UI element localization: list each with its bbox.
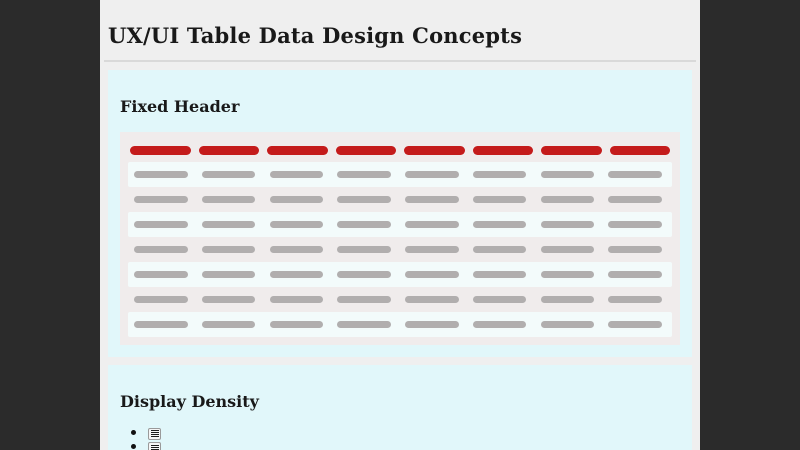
density-icon-line: [150, 430, 159, 431]
mock-table-row: [128, 312, 672, 337]
cell-bar: [201, 221, 256, 228]
cell-bar: [608, 171, 662, 178]
cell-bar: [540, 296, 595, 303]
cell-bar: [608, 246, 662, 253]
section-heading-display-density: Display Density: [120, 392, 259, 411]
density-icon-line: [150, 447, 159, 448]
title-divider: [104, 60, 696, 62]
cell-bar: [201, 296, 256, 303]
cell-bar: [269, 196, 324, 203]
cell-bar: [134, 171, 188, 178]
cell-bar: [134, 196, 188, 203]
density-option-item: [148, 427, 680, 440]
cell-bar: [269, 321, 324, 328]
cell-bar: [472, 246, 527, 253]
cell-bar: [540, 221, 595, 228]
cell-bar: [405, 171, 459, 178]
mock-table-row: [128, 262, 672, 287]
density-icon-line: [150, 432, 159, 433]
cell-bar: [540, 271, 595, 278]
cell-bar: [472, 171, 527, 178]
cell-bar: [608, 221, 662, 228]
density-option-item: [148, 441, 680, 450]
mock-header-row: [128, 140, 672, 160]
cell-bar: [269, 271, 324, 278]
header-cell-bar: [404, 145, 465, 155]
cell-bar: [337, 246, 391, 253]
section-heading-fixed-header: Fixed Header: [120, 97, 240, 116]
cell-bar: [337, 296, 391, 303]
header-cell-bar: [335, 145, 396, 155]
header-cell-bar: [541, 145, 602, 155]
cell-bar: [540, 246, 595, 253]
mock-table-row: [128, 287, 672, 312]
cell-bar: [201, 171, 256, 178]
cell-bar: [405, 321, 459, 328]
cell-bar: [201, 271, 256, 278]
cell-bar: [472, 271, 527, 278]
cell-bar: [472, 196, 527, 203]
mock-table-body: [128, 162, 672, 337]
cell-bar: [337, 221, 391, 228]
cell-bar: [134, 221, 188, 228]
cell-bar: [201, 196, 256, 203]
cell-bar: [134, 271, 188, 278]
cell-bar: [540, 321, 595, 328]
cell-bar: [540, 196, 595, 203]
cell-bar: [405, 196, 459, 203]
section-display-density: Display Density: [108, 365, 692, 450]
cell-bar: [608, 196, 662, 203]
cell-bar: [269, 296, 324, 303]
mock-table-row: [128, 162, 672, 187]
cell-bar: [608, 296, 662, 303]
cell-bar: [134, 321, 188, 328]
cell-bar: [472, 221, 527, 228]
mock-table-row: [128, 237, 672, 262]
page-title: UX/UI Table Data Design Concepts: [108, 23, 523, 48]
cell-bar: [472, 296, 527, 303]
mock-table-row: [128, 212, 672, 237]
mock-table-row: [128, 187, 672, 212]
cell-bar: [608, 321, 662, 328]
table-mockup: [120, 132, 680, 345]
cell-bar: [337, 171, 391, 178]
header-cell-bar: [198, 145, 259, 155]
cell-bar: [337, 196, 391, 203]
density-icon-line: [150, 434, 159, 435]
cell-bar: [608, 271, 662, 278]
cell-bar: [405, 271, 459, 278]
cell-bar: [540, 171, 595, 178]
cell-bar: [201, 321, 256, 328]
cell-bar: [337, 321, 391, 328]
cell-bar: [405, 296, 459, 303]
density-icon-line: [150, 436, 159, 437]
cell-bar: [269, 221, 324, 228]
cell-bar: [337, 271, 391, 278]
density-options-list: [120, 427, 680, 450]
cell-bar: [269, 171, 324, 178]
cell-bar: [405, 246, 459, 253]
cell-bar: [472, 321, 527, 328]
cell-bar: [134, 296, 188, 303]
cell-bar: [269, 246, 324, 253]
header-cell-bar: [609, 145, 670, 155]
density-default-icon[interactable]: [148, 441, 161, 450]
header-cell-bar: [472, 145, 533, 155]
cell-bar: [134, 246, 188, 253]
header-cell-bar: [267, 145, 328, 155]
density-compact-icon[interactable]: [148, 427, 161, 440]
cell-bar: [201, 246, 256, 253]
density-icon-line: [150, 445, 159, 446]
page-container: UX/UI Table Data Design Concepts Fixed H…: [100, 0, 700, 450]
section-fixed-header: Fixed Header: [108, 70, 692, 357]
header-cell-bar: [130, 145, 191, 155]
cell-bar: [405, 221, 459, 228]
